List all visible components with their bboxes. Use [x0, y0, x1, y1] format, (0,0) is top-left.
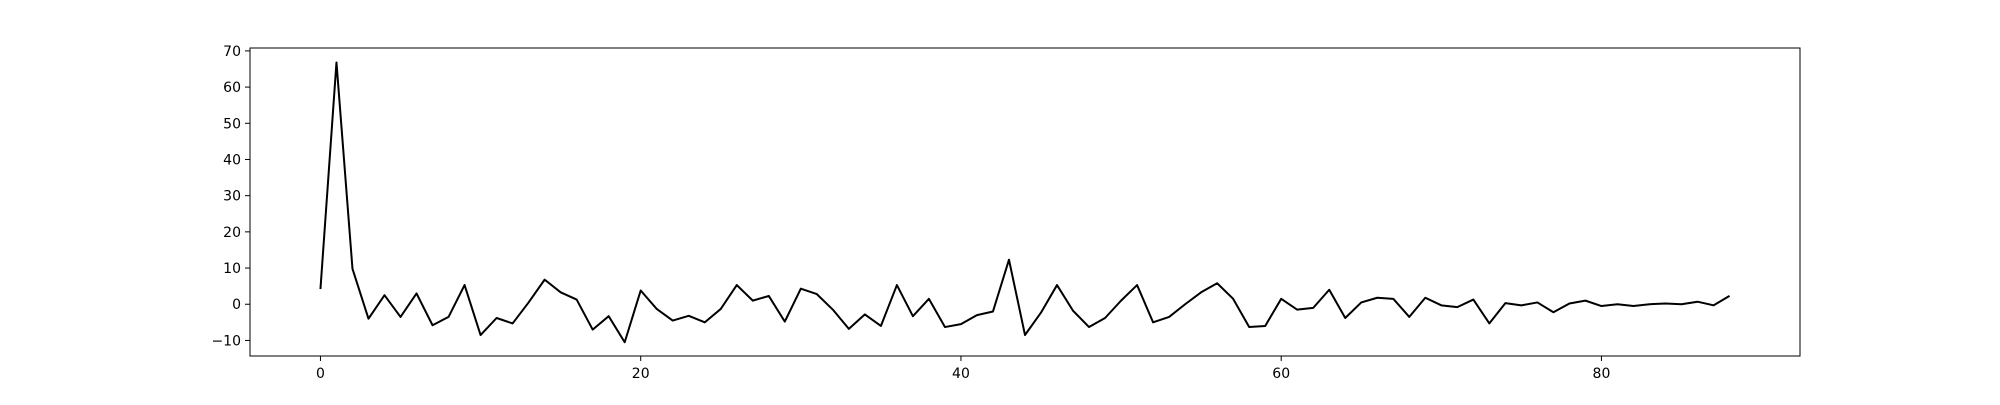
y-tick-label: 70 — [223, 44, 241, 60]
y-tick-label: 30 — [223, 189, 241, 205]
plot-area — [250, 48, 1800, 356]
y-axis-ticks: −10 0 10 20 30 40 50 60 70 — [211, 44, 250, 349]
x-tick-label: 0 — [316, 366, 325, 382]
y-tick-label: 0 — [232, 297, 241, 313]
x-tick-label: 20 — [632, 366, 650, 382]
y-tick-label: −10 — [211, 333, 241, 349]
y-tick-label: 60 — [223, 80, 241, 96]
y-tick-label: 50 — [223, 116, 241, 132]
x-tick-label: 80 — [1593, 366, 1611, 382]
x-axis-ticks: 0 20 40 60 80 — [316, 356, 1610, 382]
y-tick-label: 20 — [223, 225, 241, 241]
series-group — [319, 61, 1731, 344]
x-tick-label: 40 — [952, 366, 970, 382]
y-tick-label: 10 — [223, 261, 241, 277]
y-tick-label: 40 — [223, 152, 241, 168]
x-tick-label: 60 — [1272, 366, 1290, 382]
series-line — [319, 61, 1731, 344]
plot-frame — [249, 47, 1801, 357]
